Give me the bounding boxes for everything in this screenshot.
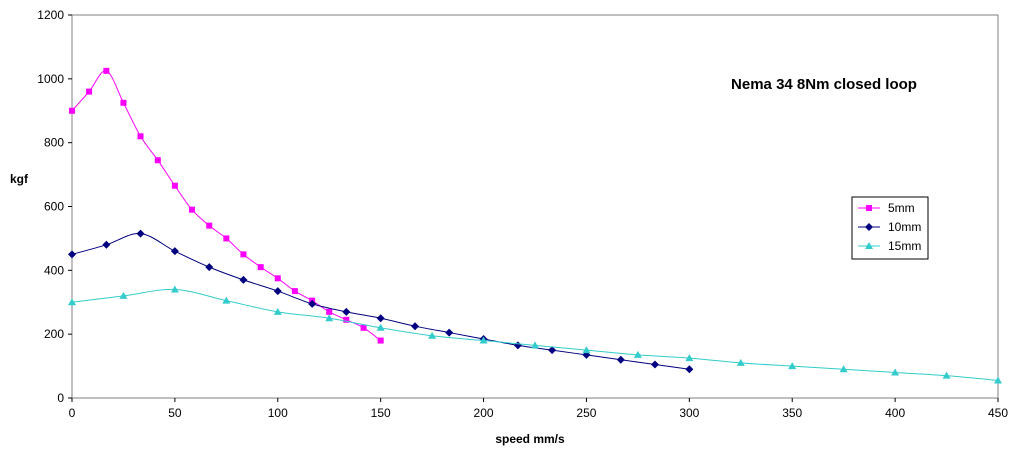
data-point (102, 240, 111, 249)
data-point (68, 298, 76, 306)
data-point (308, 299, 317, 308)
legend-item-5mm: 5mm (858, 201, 915, 215)
data-point (325, 314, 334, 322)
plot-area (71, 14, 999, 399)
data-point (274, 275, 281, 282)
data-point (377, 337, 384, 344)
data-point (273, 307, 282, 315)
data-point (650, 360, 659, 369)
data-point (136, 229, 145, 238)
x-tick-label: 400 (885, 406, 905, 420)
data-point (342, 307, 351, 316)
x-tick-label: 0 (69, 406, 76, 420)
data-point (69, 107, 75, 114)
y-tick-label: 1200 (37, 8, 64, 22)
data-point (119, 291, 128, 299)
data-point (376, 314, 385, 323)
data-point (479, 336, 488, 344)
series-layer (68, 67, 1002, 384)
data-point (326, 308, 333, 315)
data-point (120, 99, 127, 106)
data-point (343, 316, 350, 323)
series-5mm (69, 67, 384, 344)
legend-item-10mm: 10mm (858, 220, 921, 234)
data-point (548, 346, 557, 355)
x-tick-label: 150 (371, 406, 391, 420)
chart-title: Nema 34 8Nm closed loop (731, 76, 917, 93)
legend-label: 15mm (888, 239, 921, 253)
data-point (685, 365, 694, 374)
y-tick-label: 1000 (37, 72, 64, 86)
data-point (154, 157, 161, 164)
y-tick-label: 0 (57, 391, 64, 405)
x-tick-label: 50 (168, 406, 182, 420)
data-point (86, 88, 93, 95)
data-point (171, 182, 178, 189)
data-point (994, 376, 1002, 384)
data-point (531, 341, 539, 349)
data-point (376, 323, 385, 331)
data-point (788, 362, 797, 370)
y-axis-label: kgf (10, 172, 29, 186)
data-point (582, 346, 591, 354)
series-15mm (68, 285, 1002, 384)
data-point (257, 264, 264, 271)
legend-marker (866, 205, 872, 211)
legend-label: 5mm (888, 201, 915, 215)
data-point (223, 235, 230, 242)
data-point (240, 251, 247, 258)
x-tick-label: 450 (988, 406, 1008, 420)
data-point (222, 296, 231, 304)
data-point (170, 285, 179, 293)
data-point (616, 355, 625, 364)
legend-marker (865, 223, 873, 231)
x-axis-label: speed mm/s (495, 432, 565, 446)
y-tick-label: 200 (44, 327, 64, 341)
x-tick-label: 100 (268, 406, 288, 420)
data-point (103, 67, 110, 74)
legend: 5mm 10mm 15mm (851, 196, 929, 260)
data-point (891, 368, 900, 376)
data-point (170, 247, 179, 256)
data-point (68, 250, 76, 259)
x-tick-label: 200 (474, 406, 494, 420)
y-tick-label: 800 (44, 136, 64, 150)
data-point (137, 133, 144, 140)
x-tick-label: 300 (679, 406, 699, 420)
data-point (188, 206, 195, 213)
x-tick-label: 250 (576, 406, 596, 420)
legend-marker (865, 242, 873, 249)
data-point (411, 322, 420, 331)
legend-label: 10mm (888, 220, 921, 234)
x-tick-label: 350 (782, 406, 802, 420)
data-point (273, 287, 282, 296)
data-point (839, 365, 848, 373)
axes: 0 50 100 150 200 250 300 350 400 450 0 200 400 600 800… (37, 8, 1008, 420)
data-point (205, 263, 214, 272)
y-tick-label: 600 (44, 200, 64, 214)
data-point (736, 358, 745, 366)
legend-box (851, 196, 929, 260)
data-point (239, 275, 248, 284)
data-point (428, 331, 437, 339)
data-point (942, 371, 951, 379)
data-point (206, 222, 213, 229)
data-point (685, 354, 694, 362)
data-point (445, 328, 454, 337)
legend-item-15mm: 15mm (858, 239, 921, 253)
data-point (633, 350, 642, 358)
data-point (291, 288, 298, 295)
data-point (360, 324, 367, 331)
y-tick-label: 400 (44, 263, 64, 277)
